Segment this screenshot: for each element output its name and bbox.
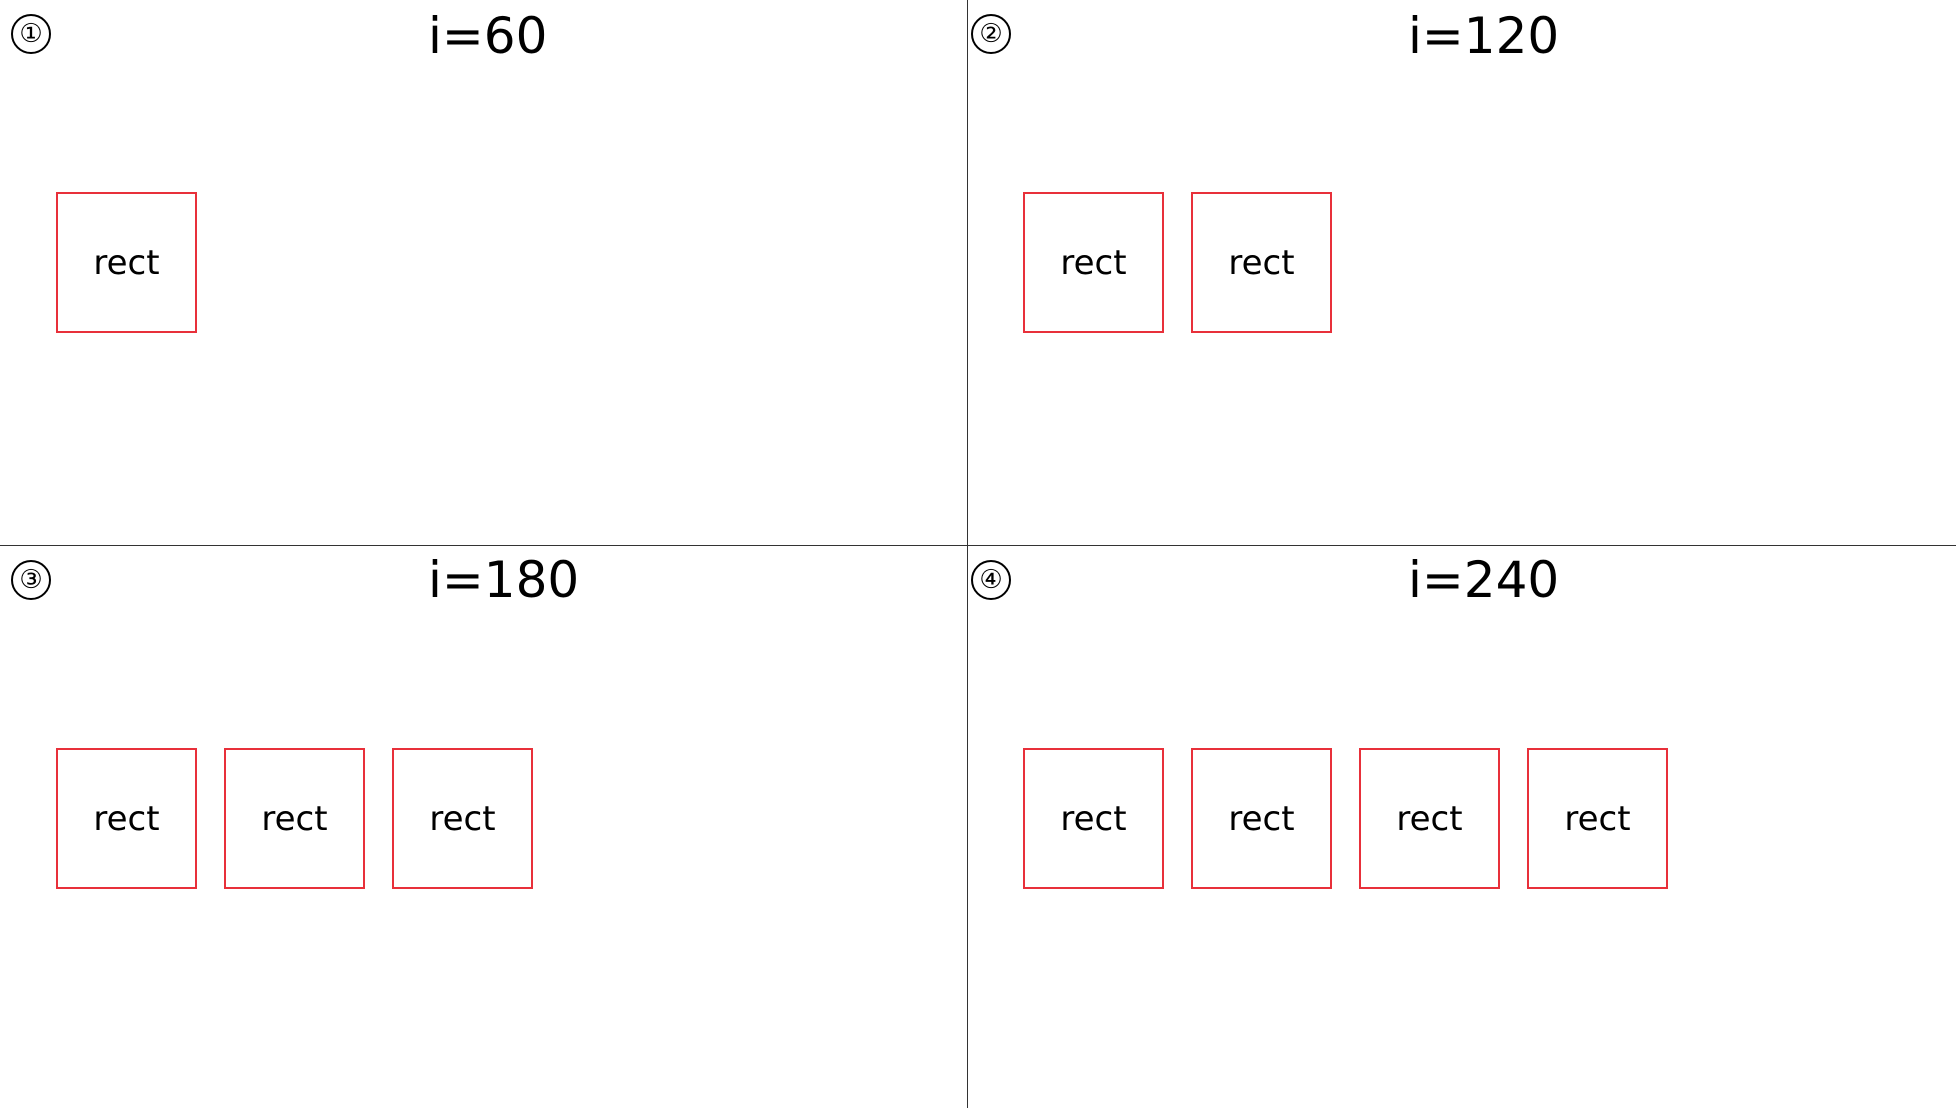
panel-4: ④ i=240 rect rect rect rect (968, 546, 1956, 1108)
rect-row: rect rect rect rect (1023, 748, 1695, 889)
rect-box: rect (1359, 748, 1500, 889)
panel-title: i=180 (428, 551, 580, 609)
rect-box: rect (1191, 748, 1332, 889)
rect-box: rect (56, 192, 197, 333)
rect-box: rect (56, 748, 197, 889)
panel-number-marker: ① (11, 14, 51, 54)
rect-row: rect rect rect (56, 748, 560, 889)
rect-box: rect (1191, 192, 1332, 333)
rect-box: rect (1023, 192, 1164, 333)
rect-box: rect (224, 748, 365, 889)
panel-number-marker: ② (971, 14, 1011, 54)
rect-row: rect rect (1023, 192, 1359, 333)
rect-box: rect (392, 748, 533, 889)
panel-title: i=240 (1408, 551, 1560, 609)
rect-box: rect (1527, 748, 1668, 889)
rect-box: rect (1023, 748, 1164, 889)
panel-number-marker: ④ (971, 560, 1011, 600)
panel-2: ② i=120 rect rect (968, 0, 1956, 545)
panel-1: ① i=60 rect (0, 0, 967, 545)
vertical-divider (967, 0, 968, 1108)
panel-3: ③ i=180 rect rect rect (0, 546, 967, 1108)
horizontal-divider (0, 545, 1956, 546)
panel-title: i=120 (1408, 7, 1560, 65)
rect-row: rect (56, 192, 224, 333)
panel-title: i=60 (428, 7, 548, 65)
panel-number-marker: ③ (11, 560, 51, 600)
